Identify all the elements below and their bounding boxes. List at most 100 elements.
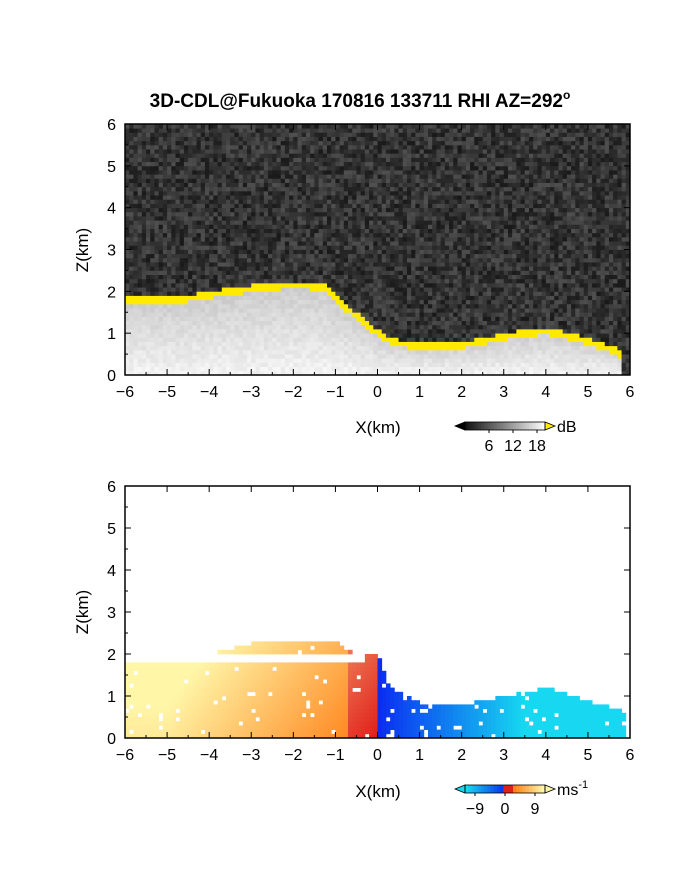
backscatter-cell [183, 124, 189, 129]
backscatter-cell [385, 270, 391, 275]
backscatter-cell [242, 149, 248, 154]
backscatter-cell [419, 270, 425, 275]
backscatter-cell [150, 303, 155, 309]
backscatter-cell [188, 216, 193, 221]
backscatter-cell [162, 182, 168, 188]
backscatter-cell [385, 366, 391, 372]
backscatter-cell [428, 266, 433, 271]
backscatter-cell [432, 337, 437, 342]
backscatter-cell [440, 124, 446, 129]
backscatter-cell [406, 149, 412, 154]
backscatter-cell [137, 140, 143, 146]
backscatter-cell [348, 278, 353, 284]
backscatter-cell [339, 316, 345, 322]
backscatter-cell [175, 295, 181, 301]
backscatter-cell [204, 236, 210, 242]
backscatter-cell [221, 358, 227, 363]
backscatter-cell [289, 320, 294, 326]
backscatter-cell [465, 362, 471, 368]
backscatter-cell [402, 211, 408, 217]
backscatter-cell [423, 249, 429, 255]
backscatter-cell [204, 349, 210, 355]
backscatter-cell [129, 241, 134, 246]
backscatter-cell [339, 228, 345, 234]
backscatter-cell [276, 333, 282, 338]
backscatter-cell [154, 224, 160, 229]
backscatter-cell [204, 128, 210, 133]
backscatter-cell [221, 320, 227, 326]
backscatter-cell [125, 207, 130, 213]
backscatter-cell [402, 287, 408, 292]
backscatter-cell [377, 362, 383, 368]
backscatter-cell [247, 216, 252, 221]
backscatter-cell [188, 170, 193, 175]
backscatter-cell [171, 241, 176, 246]
backscatter-cell [423, 216, 429, 221]
backscatter-cell [154, 228, 160, 234]
backscatter-cell [221, 312, 227, 317]
backscatter-cell [238, 157, 244, 163]
backscatter-cell [242, 366, 248, 372]
backscatter-cell [402, 195, 408, 200]
backscatter-cell [327, 282, 332, 288]
backscatter-cell [364, 190, 370, 196]
backscatter-cell [402, 186, 408, 192]
backscatter-cell [465, 249, 471, 255]
backscatter-cell [276, 354, 282, 359]
backscatter-cell [129, 245, 134, 250]
backscatter-cell [238, 124, 244, 129]
backscatter-cell [158, 132, 164, 137]
backscatter-cell [175, 220, 181, 225]
backscatter-cell [411, 144, 416, 150]
backscatter-cell [348, 153, 353, 158]
backscatter-cell [369, 333, 374, 338]
backscatter-cell [268, 241, 273, 246]
backscatter-cell [381, 333, 387, 338]
backscatter-cell [348, 224, 353, 229]
backscatter-cell [154, 287, 160, 292]
backscatter-cell [305, 153, 311, 158]
backscatter-cell [331, 207, 336, 213]
backscatter-cell [276, 253, 282, 259]
backscatter-cell [461, 207, 467, 213]
backscatter-cell [200, 278, 206, 284]
backscatter-cell [238, 236, 244, 242]
backscatter-cell [179, 333, 185, 338]
backscatter-cell [268, 236, 273, 242]
backscatter-cell [221, 333, 227, 338]
backscatter-cell [360, 328, 366, 334]
backscatter-cell [217, 157, 223, 163]
backscatter-cell [146, 249, 151, 255]
backscatter-cell [390, 291, 395, 296]
backscatter-cell [444, 278, 450, 284]
backscatter-cell [453, 216, 458, 221]
backscatter-cell [415, 274, 420, 280]
backscatter-cell [251, 211, 256, 217]
backscatter-cell [196, 303, 202, 309]
backscatter-cell [411, 270, 416, 275]
backscatter-cell [209, 216, 214, 221]
backscatter-cell [301, 253, 307, 259]
backscatter-cell [167, 149, 172, 154]
backscatter-cell [356, 266, 362, 271]
backscatter-cell [297, 354, 303, 359]
backscatter-cell [398, 241, 404, 246]
backscatter-cell [251, 328, 256, 334]
backscatter-cell [238, 291, 244, 296]
backscatter-cell [398, 211, 404, 217]
backscatter-cell [141, 274, 147, 280]
backscatter-cell [331, 241, 336, 246]
backscatter-cell [394, 370, 399, 376]
backscatter-cell [175, 216, 181, 221]
backscatter-cell [255, 216, 261, 221]
backscatter-cell [381, 232, 387, 238]
backscatter-cell [322, 157, 328, 163]
backscatter-cell [154, 174, 160, 179]
backscatter-cell [158, 207, 164, 213]
backscatter-cell [377, 132, 383, 137]
backscatter-cell [150, 366, 155, 372]
backscatter-cell [200, 333, 206, 338]
backscatter-cell [192, 320, 197, 326]
backscatter-cell [440, 270, 446, 275]
backscatter-cell [280, 203, 286, 209]
